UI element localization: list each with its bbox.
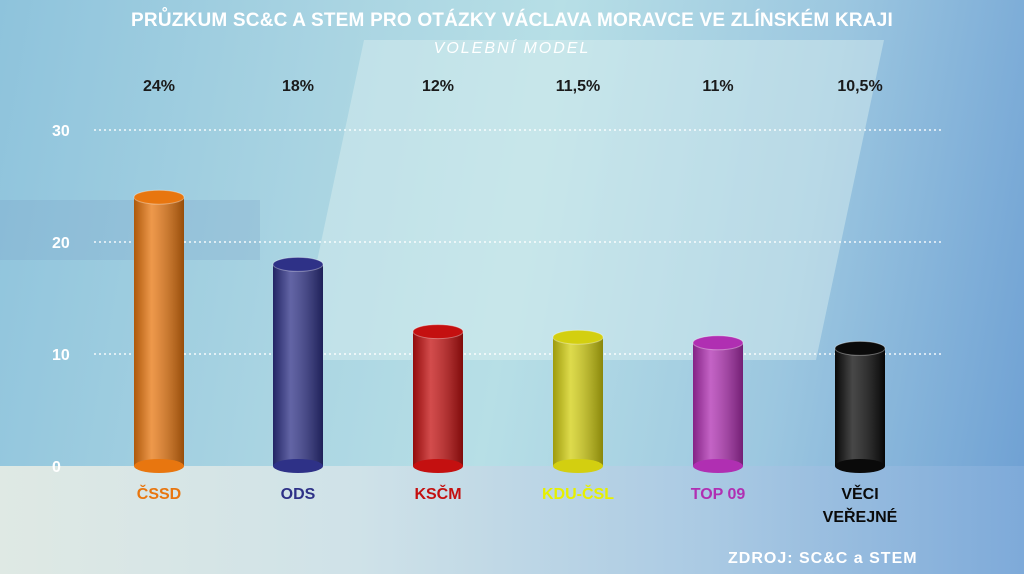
bar-shade (553, 337, 603, 466)
chart-subtitle: VOLEBNÍ MODEL (433, 40, 591, 57)
bar-base (693, 459, 743, 473)
bar-top (412, 324, 464, 340)
bar-top (834, 340, 886, 356)
bar-top (272, 256, 324, 272)
bar-base (134, 459, 184, 473)
background-lower (0, 466, 1024, 574)
bar-base (553, 459, 603, 473)
bar-top (552, 329, 604, 345)
bar-base (835, 459, 885, 473)
y-tick-label: 30 (52, 123, 70, 140)
chart-title: PRŮZKUM SC&C A STEM PRO OTÁZKY VÁCLAVA M… (131, 10, 893, 31)
data-label: 18% (282, 78, 314, 95)
category-label: KDU-ČSL (542, 484, 614, 503)
category-label: VĚCI (841, 484, 878, 503)
bar-base (273, 459, 323, 473)
category-label: ČSSD (137, 484, 181, 503)
y-tick-label: 0 (52, 459, 61, 476)
data-label: 10,5% (837, 78, 882, 95)
background-shape (0, 200, 260, 260)
bar-shade (835, 348, 885, 466)
category-label: VEŘEJNÉ (823, 507, 898, 526)
category-label: KSČM (414, 484, 461, 503)
bar-top (692, 335, 744, 351)
data-label: 11,5% (556, 78, 600, 95)
bar-top (133, 189, 185, 205)
bar-shade (134, 197, 184, 466)
category-label: TOP 09 (691, 486, 746, 503)
bar-shade (693, 342, 743, 466)
data-label: 11% (702, 78, 733, 95)
source-note: ZDROJ: SC&C a STEM (728, 550, 918, 567)
data-label: 24% (143, 78, 175, 95)
y-tick-label: 10 (52, 347, 70, 364)
bar-shade (273, 264, 323, 466)
bar-shade (413, 331, 463, 466)
y-tick-label: 20 (52, 235, 70, 252)
category-label: ODS (281, 486, 316, 503)
data-label: 12% (422, 78, 454, 95)
bar-base (413, 459, 463, 473)
